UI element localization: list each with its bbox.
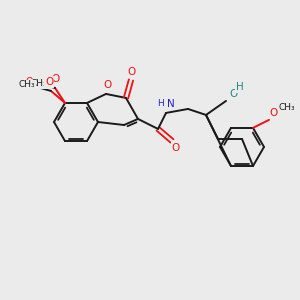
Text: N: N	[167, 99, 175, 109]
Text: O: O	[270, 108, 278, 118]
Text: CH₃: CH₃	[279, 103, 295, 112]
Text: O: O	[229, 89, 237, 99]
Text: O: O	[103, 80, 111, 90]
Text: O: O	[45, 77, 53, 87]
Text: CH₃: CH₃	[31, 80, 47, 88]
Text: O: O	[51, 74, 59, 84]
Text: O: O	[172, 143, 180, 153]
Text: H: H	[236, 82, 244, 92]
Text: O: O	[128, 67, 136, 77]
Text: H: H	[158, 99, 164, 108]
Text: O: O	[25, 77, 33, 87]
Text: CH₃: CH₃	[19, 80, 35, 89]
